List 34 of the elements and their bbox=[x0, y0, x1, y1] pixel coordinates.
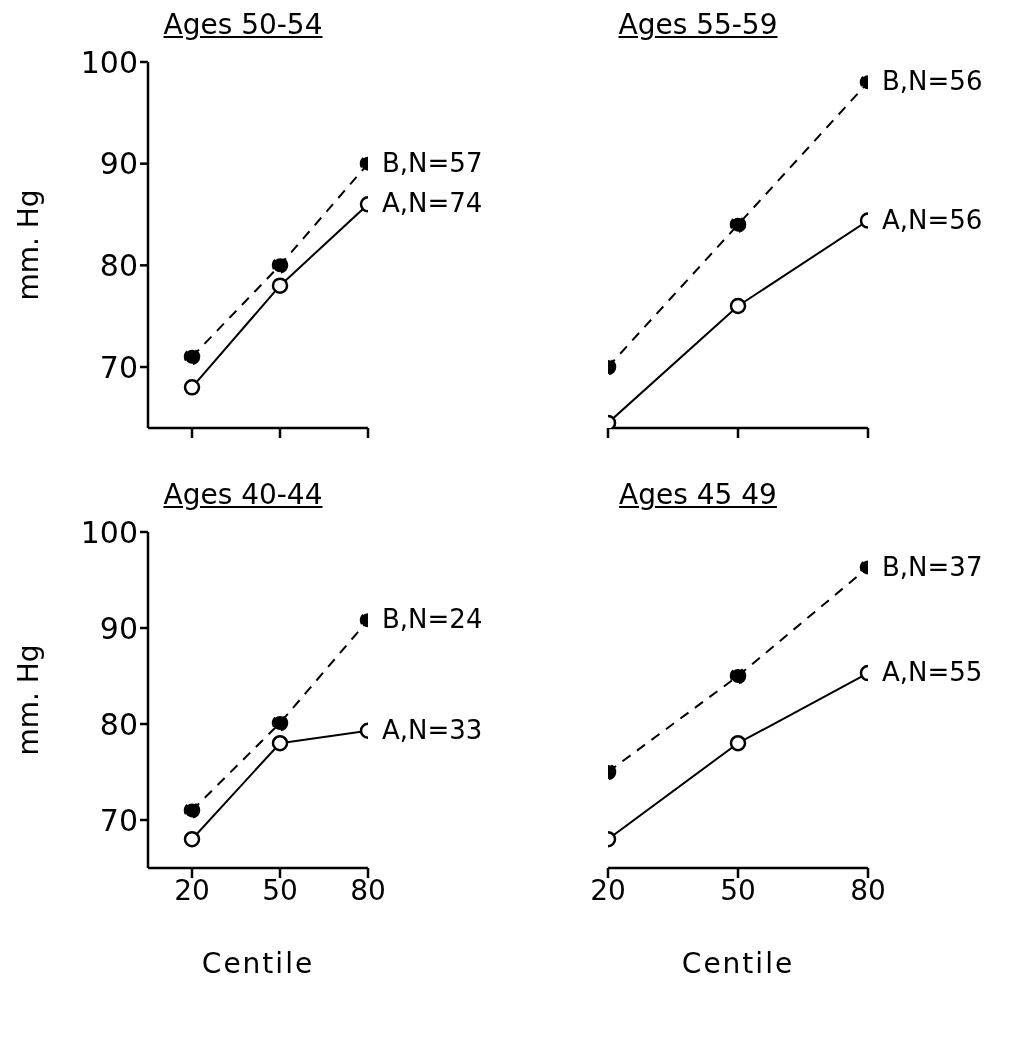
point bbox=[183, 348, 201, 366]
y-axis-title: mm. Hg bbox=[11, 644, 45, 756]
y-tick-label: 70 bbox=[99, 802, 138, 838]
series-label: B,N=56 bbox=[882, 66, 983, 97]
point bbox=[183, 830, 201, 848]
x-tick-label: 80 bbox=[850, 873, 886, 907]
y-axis-title: mm. Hg bbox=[11, 189, 45, 301]
series-label: A,N=55 bbox=[882, 657, 983, 688]
y-tick-label: 100 bbox=[80, 44, 138, 80]
series-label: A,N=74 bbox=[382, 188, 483, 219]
series-label: B,N=57 bbox=[382, 147, 483, 178]
series-label: A,N=33 bbox=[382, 714, 483, 745]
x-axis-title: Centile bbox=[681, 947, 795, 980]
series-label: B,N=24 bbox=[382, 604, 483, 635]
chart-title: Ages 55-59 bbox=[617, 8, 779, 43]
x-tick-label: 20 bbox=[590, 873, 626, 907]
chart-title: Ages 50-54 bbox=[163, 8, 323, 41]
chart-title: Ages 45 49 bbox=[618, 478, 778, 513]
y-tick-label: 70 bbox=[99, 349, 138, 385]
y-tick-label: 90 bbox=[99, 610, 138, 646]
x-tick-label: 50 bbox=[262, 873, 298, 907]
x-tick-label: 50 bbox=[720, 873, 756, 907]
y-tick-label: 80 bbox=[99, 706, 138, 742]
series-label: B,N=37 bbox=[882, 551, 983, 582]
series-label: A,N=56 bbox=[882, 204, 983, 235]
y-tick-label: 90 bbox=[99, 146, 138, 182]
point bbox=[183, 379, 201, 396]
x-tick-label: 80 bbox=[350, 873, 386, 907]
point bbox=[183, 802, 201, 819]
x-axis-title: Centile bbox=[201, 947, 315, 980]
chart-title: Ages 40-44 bbox=[163, 478, 323, 511]
y-tick-label: 100 bbox=[80, 514, 138, 550]
x-tick-label: 20 bbox=[174, 873, 210, 907]
y-tick-label: 80 bbox=[99, 247, 138, 283]
